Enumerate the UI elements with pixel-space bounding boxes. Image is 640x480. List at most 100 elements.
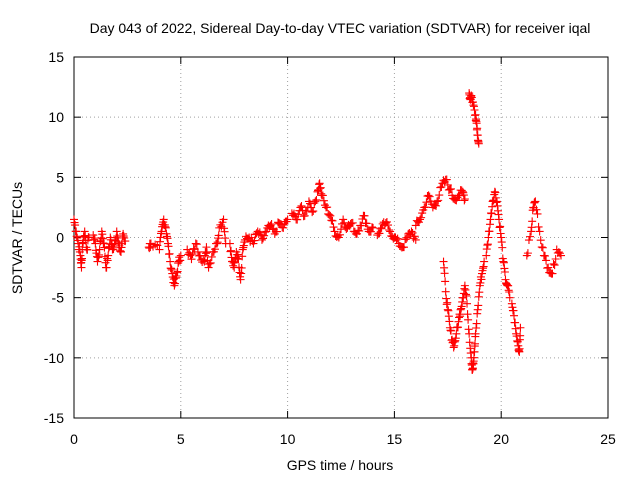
data-point	[474, 301, 483, 310]
data-point	[100, 243, 109, 252]
data-point	[473, 124, 482, 133]
data-point	[495, 215, 504, 224]
data-point	[549, 259, 558, 268]
data-point	[441, 287, 450, 296]
data-point	[261, 228, 270, 237]
data-point	[516, 323, 525, 332]
data-point	[121, 237, 130, 246]
data-point	[443, 298, 452, 307]
data-point	[464, 315, 473, 324]
data-point	[328, 216, 337, 225]
data-point	[496, 222, 505, 231]
y-tick-labels: -15 -10 -5 0 5 10 15	[44, 49, 64, 426]
x-tick-label: 20	[493, 431, 509, 447]
data-point	[164, 242, 173, 251]
data-point	[205, 259, 214, 268]
data-point	[367, 223, 376, 232]
data-point	[279, 223, 288, 232]
data-point	[95, 245, 104, 254]
data-point	[407, 227, 416, 236]
data-point	[462, 291, 471, 300]
data-point	[474, 139, 483, 148]
data-point	[472, 319, 481, 328]
data-point	[189, 244, 198, 253]
data-point	[319, 196, 328, 205]
data-point	[238, 252, 247, 261]
data-point	[515, 344, 524, 353]
data-point	[383, 221, 392, 230]
data-point	[523, 249, 532, 258]
data-point	[260, 231, 269, 240]
data-point	[487, 209, 496, 218]
data-point	[204, 263, 213, 272]
x-tick-label: 0	[70, 431, 78, 447]
data-points	[70, 89, 566, 374]
data-point	[323, 203, 332, 212]
data-point	[192, 240, 201, 249]
data-point	[416, 215, 425, 224]
data-point	[77, 263, 86, 272]
data-point	[262, 227, 271, 236]
data-point	[402, 235, 411, 244]
data-point	[437, 182, 446, 191]
data-point	[400, 243, 409, 252]
data-point	[355, 226, 364, 235]
data-point	[526, 232, 535, 241]
data-point	[176, 251, 185, 260]
data-point	[432, 201, 441, 210]
data-point	[357, 221, 366, 230]
data-point	[417, 213, 426, 222]
data-point	[188, 250, 197, 259]
data-point	[226, 246, 235, 255]
y-axis-label: SDTVAR / TECUs	[9, 182, 25, 294]
data-point	[309, 207, 318, 216]
data-point	[165, 249, 174, 258]
data-point	[272, 227, 281, 236]
data-point	[538, 243, 547, 252]
data-point	[532, 205, 541, 214]
data-point	[267, 220, 276, 229]
data-point	[219, 215, 228, 224]
data-point	[551, 254, 560, 263]
data-point	[536, 236, 545, 245]
data-point	[537, 243, 546, 252]
data-point	[436, 183, 445, 192]
data-point	[480, 257, 489, 266]
data-point	[340, 218, 349, 227]
data-point	[411, 235, 420, 244]
data-point	[535, 227, 544, 236]
data-point	[447, 184, 456, 193]
data-point	[84, 233, 93, 242]
data-point	[318, 191, 327, 200]
data-point	[297, 201, 306, 210]
data-point	[434, 196, 443, 205]
data-point	[369, 223, 378, 232]
data-point	[339, 215, 348, 224]
data-point	[557, 251, 566, 260]
data-point	[433, 197, 442, 206]
data-point	[441, 277, 450, 286]
data-point	[104, 251, 113, 260]
y-tick-label: 10	[48, 109, 64, 125]
data-point	[447, 326, 456, 335]
x-tick-labels: 0 5 10 15 20 25	[70, 431, 616, 447]
y-tick-label: 0	[56, 230, 64, 246]
data-point	[385, 226, 394, 235]
data-point	[237, 263, 246, 272]
data-point	[210, 245, 219, 254]
data-point	[362, 219, 371, 228]
data-point	[442, 175, 451, 184]
data-point	[524, 236, 533, 245]
data-point	[206, 258, 215, 267]
y-tick-label: -5	[52, 290, 65, 306]
x-tick-label: 25	[600, 431, 616, 447]
data-point	[173, 267, 182, 276]
data-point	[500, 267, 509, 276]
data-point	[78, 254, 87, 263]
y-tick-label: 15	[48, 49, 64, 65]
data-point	[483, 240, 492, 249]
data-point	[300, 211, 309, 220]
data-point	[463, 299, 472, 308]
data-point	[225, 239, 234, 248]
